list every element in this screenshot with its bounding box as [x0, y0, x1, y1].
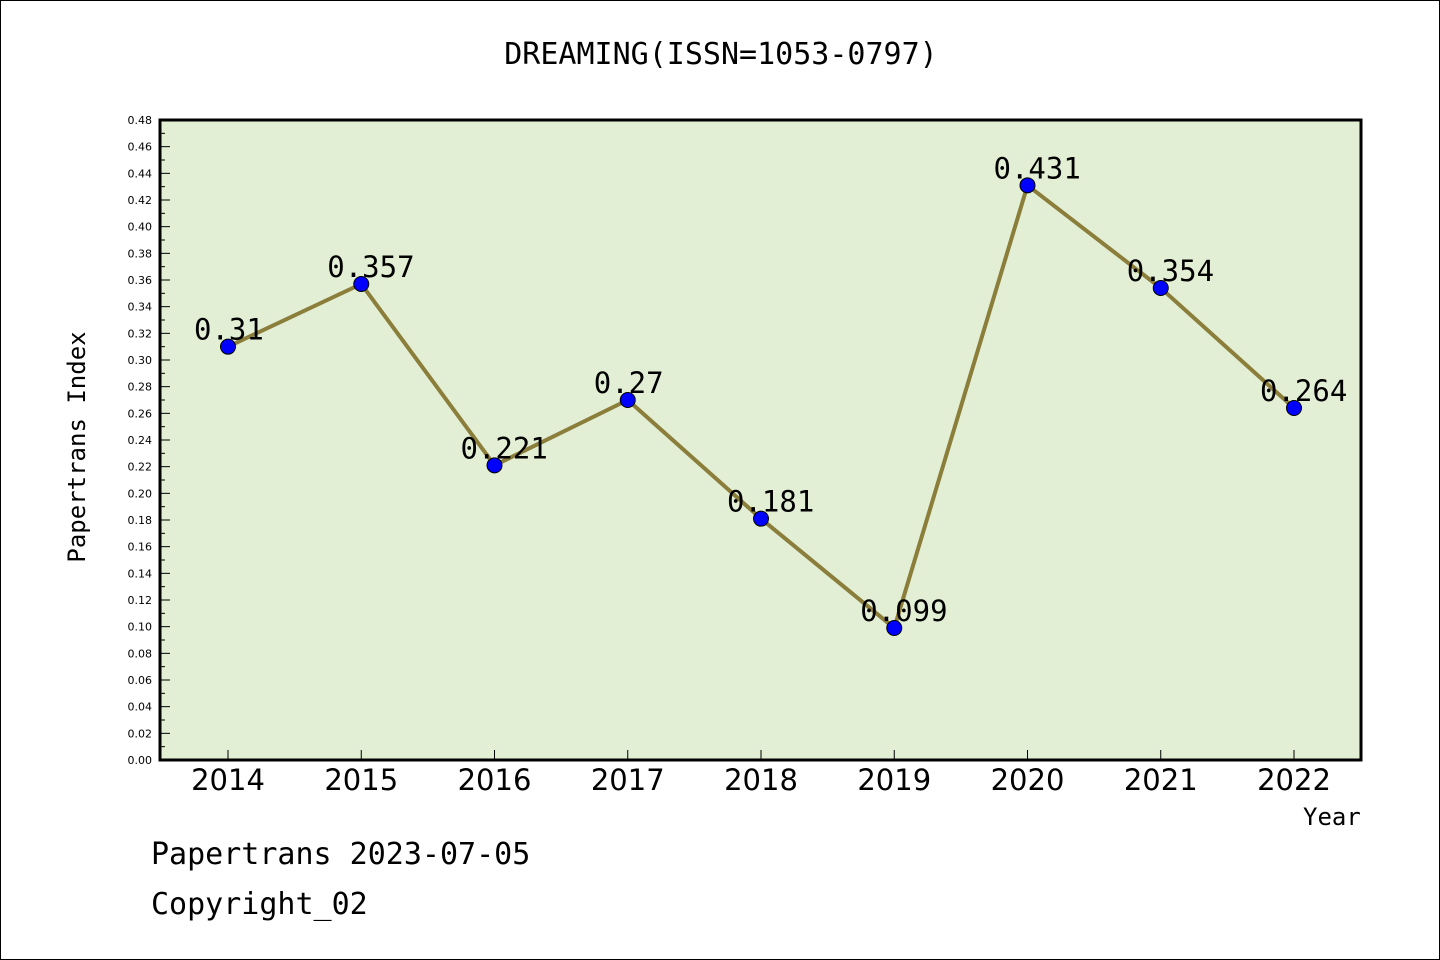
y-tick-label: 0.02	[128, 727, 153, 740]
y-tick-label: 0.18	[128, 514, 153, 527]
data-point-marker	[486, 457, 503, 474]
y-tick-label: 0.46	[128, 141, 153, 154]
y-tick-label: 0.40	[128, 221, 153, 234]
data-label: 0.27	[594, 366, 664, 400]
data-label: 0.099	[860, 594, 947, 628]
y-tick-label: 0.08	[128, 647, 153, 660]
x-tick-label: 2014	[191, 763, 265, 797]
data-label: 0.431	[994, 151, 1081, 185]
y-tick-label: 0.06	[128, 674, 153, 687]
y-tick-label: 0.00	[128, 754, 153, 767]
y-tick-label: 0.36	[128, 274, 153, 287]
x-tick-label: 2019	[857, 763, 931, 797]
x-axis-ticks: 2014 2015 2016 2017 2018 2019 2020 2021 2022	[191, 750, 1331, 797]
footer-date-text: Papertrans 2023-07-05	[151, 837, 531, 872]
data-label: 0.354	[1127, 254, 1214, 288]
series-group	[220, 177, 1302, 636]
y-tick-label: 0.10	[128, 621, 153, 634]
data-point-marker	[753, 510, 769, 527]
y-tick-label: 0.32	[128, 327, 153, 340]
data-label: 0.357	[327, 250, 414, 284]
data-point-marker	[619, 392, 636, 408]
data-label: 0.221	[461, 431, 548, 465]
y-tick-label: 0.28	[128, 381, 153, 394]
x-tick-label: 2015	[324, 763, 398, 797]
data-point-marker	[886, 620, 903, 636]
data-point-marker	[1152, 280, 1169, 296]
y-tick-label: 0.26	[128, 407, 153, 420]
y-tick-label: 0.34	[128, 301, 153, 314]
chart-title: DREAMING(ISSN=1053-0797)	[504, 37, 938, 72]
data-label: 0.181	[727, 485, 814, 519]
plot-area	[158, 118, 1363, 762]
y-tick-label: 0.48	[128, 114, 153, 127]
y-tick-label: 0.22	[128, 461, 153, 474]
x-tick-label: 2017	[591, 763, 665, 797]
x-tick-label: 2018	[724, 763, 798, 797]
y-tick-label: 0.42	[128, 194, 153, 207]
y-tick-label: 0.38	[128, 247, 153, 260]
y-tick-label: 0.12	[128, 594, 153, 607]
x-axis-label: Year	[1303, 803, 1361, 831]
data-label: 0.31	[194, 313, 264, 347]
y-tick-label: 0.24	[128, 434, 153, 447]
data-point-marker	[1286, 400, 1302, 416]
x-tick-label: 2020	[991, 763, 1065, 797]
y-tick-label: 0.16	[128, 541, 153, 554]
x-tick-label: 2021	[1124, 763, 1198, 797]
data-labels: 0.31 0.357 0.221 0.27 0.181 0.099 0.431 0.354 0.…	[194, 151, 1347, 628]
x-tick-label: 2022	[1257, 763, 1331, 797]
data-label: 0.264	[1260, 374, 1347, 408]
y-tick-label: 0.44	[128, 167, 153, 180]
data-point-marker	[220, 338, 236, 355]
y-tick-label: 0.30	[128, 354, 153, 367]
data-point-marker	[353, 276, 370, 292]
y-axis-ticks: 0.00 0.02 0.04 0.06 0.08 0.10 0.12 0.14 0.16 0.18…	[128, 114, 170, 767]
y-tick-label: 0.20	[128, 487, 153, 500]
footer-copyright-text: Copyright_02	[151, 887, 368, 922]
y-tick-label: 0.14	[128, 567, 153, 580]
y-tick-label: 0.04	[128, 701, 153, 714]
x-tick-label: 2016	[458, 763, 532, 797]
data-point-marker	[1019, 177, 1036, 194]
